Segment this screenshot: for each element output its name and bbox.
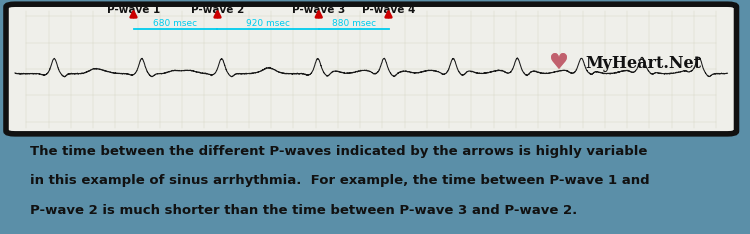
Text: 920 msec: 920 msec (247, 19, 290, 28)
Text: P-wave 1: P-wave 1 (106, 5, 160, 15)
Text: 880 msec: 880 msec (332, 19, 376, 28)
Text: 680 msec: 680 msec (154, 19, 197, 28)
Text: P-wave 4: P-wave 4 (362, 5, 416, 15)
FancyBboxPatch shape (6, 4, 736, 134)
Text: The time between the different P-waves indicated by the arrows is highly variabl: The time between the different P-waves i… (30, 145, 647, 158)
Text: MyHeart.Net: MyHeart.Net (585, 55, 701, 72)
Text: P-wave 3: P-wave 3 (292, 5, 345, 15)
Text: P-wave 2: P-wave 2 (190, 5, 244, 15)
Text: P-wave 2 is much shorter than the time between P-wave 3 and P-wave 2.: P-wave 2 is much shorter than the time b… (30, 204, 578, 217)
Text: ♥: ♥ (549, 53, 568, 73)
Text: ♥: ♥ (549, 53, 568, 73)
Text: in this example of sinus arrhythmia.  For example, the time between P-wave 1 and: in this example of sinus arrhythmia. For… (30, 174, 650, 187)
